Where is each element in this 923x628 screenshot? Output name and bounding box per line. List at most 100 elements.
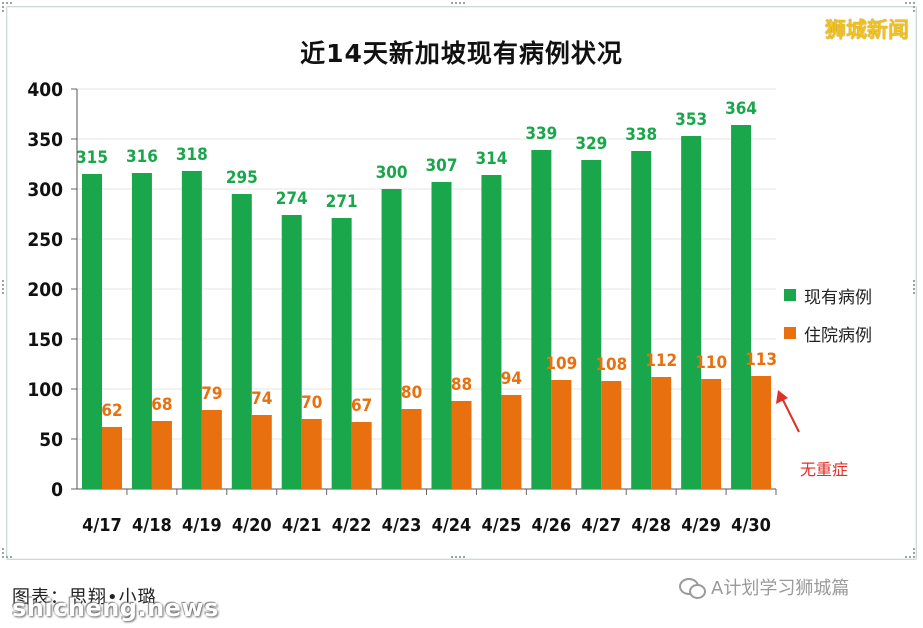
x-tick-label: 4/18 (132, 515, 172, 536)
y-tick-label: 300 (27, 179, 63, 201)
bar-hospitalized (651, 377, 672, 489)
bar-existing (481, 175, 502, 489)
bar-hospitalized (251, 415, 272, 489)
data-label-hospitalized: 68 (151, 395, 172, 415)
bar-hospitalized (451, 401, 472, 489)
legend-item-hospitalized: 住院病例 (784, 322, 872, 346)
y-tick-label: 200 (27, 279, 63, 301)
bar-hospitalized (301, 419, 322, 489)
bar-existing (431, 182, 452, 489)
resize-handle-bottom-right[interactable] (905, 548, 915, 558)
data-label-hospitalized: 62 (101, 401, 122, 421)
data-label-existing: 364 (725, 99, 757, 119)
bar-hospitalized (151, 421, 172, 489)
bar-existing (281, 215, 302, 489)
chart-legend: 现有病例 住院病例 (784, 284, 872, 360)
data-label-existing: 295 (226, 168, 258, 188)
bar-existing (531, 150, 552, 489)
y-tick-label: 400 (27, 79, 63, 101)
resize-handle-top-left[interactable] (2, 2, 12, 12)
bar-existing (181, 171, 202, 489)
bar-hospitalized (751, 376, 772, 489)
x-tick-label: 4/30 (731, 515, 771, 536)
data-label-hospitalized: 67 (351, 396, 372, 416)
data-label-hospitalized: 109 (545, 354, 577, 374)
data-label-hospitalized: 80 (401, 383, 422, 403)
bar-chart: 0 50 100 150 200 250 300 350 400 315 62 4/17 316 68 4/… (27, 79, 800, 536)
bar-hospitalized (102, 427, 122, 489)
x-tick-label: 4/21 (282, 515, 322, 536)
wechat-icon (679, 576, 706, 599)
data-label-hospitalized: 110 (695, 353, 727, 373)
legend-swatch-hospitalized (784, 327, 796, 339)
y-tick-label: 100 (27, 379, 63, 401)
wechat-account: A计划学习狮城篇 (679, 574, 849, 600)
data-label-existing: 353 (675, 110, 707, 130)
resize-handle-left[interactable] (2, 280, 12, 294)
bar-existing (82, 174, 102, 489)
chart-credit: 图表：思翔•小璐 (12, 587, 157, 608)
bar-hospitalized (701, 379, 722, 489)
x-tick-label: 4/24 (432, 515, 472, 536)
y-tick-label: 350 (27, 129, 63, 151)
y-tick-label: 0 (51, 479, 63, 501)
data-label-hospitalized: 112 (645, 351, 677, 371)
data-label-hospitalized: 88 (451, 375, 472, 395)
y-tick-label: 150 (27, 329, 63, 351)
bar-existing (331, 218, 352, 489)
y-tick-label: 50 (39, 429, 63, 451)
bar-hospitalized (601, 381, 622, 489)
x-tick-label: 4/17 (82, 515, 122, 536)
resize-handle-bottom-left[interactable] (2, 548, 12, 558)
data-label-hospitalized: 113 (745, 350, 777, 370)
data-label-existing: 314 (475, 149, 507, 169)
data-label-existing: 274 (276, 189, 308, 209)
x-tick-label: 4/28 (631, 515, 671, 536)
annotation-arrow-shaft (780, 395, 800, 433)
data-label-hospitalized: 74 (251, 389, 272, 409)
bar-hospitalized (351, 422, 372, 489)
legend-label-existing: 现有病例 (804, 287, 872, 308)
bar-existing (581, 160, 602, 489)
site-watermark: shicheng.news (12, 594, 219, 622)
x-tick-label: 4/20 (232, 515, 272, 536)
data-label-hospitalized: 108 (595, 355, 627, 375)
x-tick-label: 4/25 (482, 515, 522, 536)
resize-handle-right[interactable] (913, 280, 923, 294)
data-label-hospitalized: 79 (201, 384, 222, 404)
wechat-account-name: A计划学习狮城篇 (711, 578, 850, 599)
bar-existing (731, 125, 752, 489)
legend-item-existing: 现有病例 (784, 284, 872, 308)
x-tick-label: 4/22 (332, 515, 372, 536)
chart-title: 近14天新加坡现有病例状况 (300, 39, 623, 68)
x-tick-label: 4/26 (531, 515, 571, 536)
data-label-existing: 300 (376, 163, 408, 183)
bar-hospitalized (201, 410, 222, 489)
x-tick-label: 4/23 (382, 515, 422, 536)
data-label-existing: 318 (176, 145, 208, 165)
x-tick-label: 4/27 (581, 515, 621, 536)
legend-label-hospitalized: 住院病例 (804, 325, 872, 346)
bar-existing (631, 151, 652, 489)
legend-swatch-existing (784, 289, 796, 301)
data-label-existing: 338 (625, 125, 657, 145)
resize-handle-top-right[interactable] (905, 2, 915, 12)
data-label-existing: 316 (126, 147, 158, 167)
bar-existing (381, 189, 402, 489)
x-tick-label: 4/19 (182, 515, 222, 536)
bar-hospitalized (401, 409, 422, 489)
x-tick-label: 4/29 (681, 515, 721, 536)
data-label-existing: 271 (326, 192, 358, 212)
bar-hospitalized (501, 395, 522, 489)
data-label-existing: 315 (76, 148, 108, 168)
brand-logo-text: 狮城新闻 (825, 18, 909, 42)
resize-handle-bottom[interactable] (451, 556, 465, 566)
resize-handle-top[interactable] (451, 2, 465, 12)
data-label-hospitalized: 94 (501, 369, 522, 389)
bar-existing (131, 173, 152, 489)
data-label-existing: 329 (575, 134, 607, 154)
annotation-no-severe: 无重症 (800, 460, 849, 479)
annotation-arrow-head (776, 390, 788, 404)
data-label-existing: 339 (525, 124, 557, 144)
bar-existing (681, 136, 702, 489)
